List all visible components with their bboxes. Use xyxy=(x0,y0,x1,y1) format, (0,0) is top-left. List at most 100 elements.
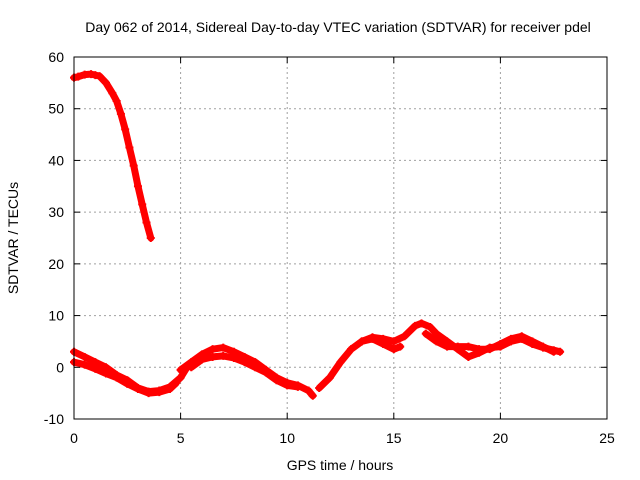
data-point xyxy=(74,72,83,81)
data-point xyxy=(443,342,452,351)
data-point xyxy=(91,364,100,373)
data-point xyxy=(121,125,130,134)
data-point xyxy=(197,355,206,364)
data-point xyxy=(272,376,281,385)
series-track xyxy=(70,358,181,398)
data-point xyxy=(142,218,151,227)
data-point xyxy=(101,78,110,87)
data-point xyxy=(283,381,292,390)
data-point xyxy=(91,71,100,80)
data-point xyxy=(379,334,388,343)
data-point xyxy=(417,319,426,328)
x-axis-label: GPS time / hours xyxy=(287,457,394,473)
data-point xyxy=(144,389,153,398)
y-tick-label: 20 xyxy=(48,256,64,272)
y-axis-ticks: -10 0 10 20 30 40 50 60 xyxy=(44,49,607,427)
series-track xyxy=(421,329,558,356)
data-point xyxy=(91,358,100,367)
data-point xyxy=(172,378,181,387)
series-line xyxy=(315,335,404,392)
series-line xyxy=(70,70,155,242)
data-point xyxy=(208,352,217,361)
data-point xyxy=(261,368,270,377)
data-point xyxy=(357,337,366,346)
y-tick-label: 50 xyxy=(48,101,64,117)
data-point xyxy=(80,352,89,361)
data-point xyxy=(165,385,174,394)
x-tick-label: 25 xyxy=(599,430,615,446)
chart-title: Day 062 of 2014, Sidereal Day-to-day VTE… xyxy=(85,19,591,35)
y-tick-label: 60 xyxy=(48,49,64,65)
data-point xyxy=(240,358,249,367)
x-tick-label: 0 xyxy=(70,430,78,446)
data-point xyxy=(325,373,334,382)
series-track xyxy=(176,343,317,400)
data-point xyxy=(251,363,260,372)
data-point xyxy=(133,182,142,191)
x-axis-ticks: 0 5 10 15 20 25 xyxy=(70,57,615,446)
data-point xyxy=(411,321,420,330)
x-tick-label: 20 xyxy=(493,430,509,446)
data-point xyxy=(176,373,185,382)
data-series xyxy=(70,70,565,400)
y-tick-label: 40 xyxy=(48,152,64,168)
data-point xyxy=(426,322,435,331)
y-axis-label: SDTVAR / TECUs xyxy=(5,182,21,294)
data-point xyxy=(229,353,238,362)
data-point xyxy=(219,351,228,360)
data-point xyxy=(549,347,558,356)
data-point xyxy=(304,386,313,395)
data-point xyxy=(315,383,324,392)
data-point xyxy=(108,89,117,98)
data-point xyxy=(539,342,548,351)
data-point xyxy=(116,109,125,118)
plot-frame xyxy=(73,56,608,420)
data-point xyxy=(485,345,494,354)
data-point xyxy=(112,373,121,382)
y-tick-label: -10 xyxy=(44,411,64,427)
y-tick-label: 30 xyxy=(48,204,64,220)
data-point xyxy=(176,365,185,374)
data-point xyxy=(389,337,398,346)
data-point xyxy=(421,329,430,338)
data-point xyxy=(368,333,377,342)
x-tick-label: 5 xyxy=(177,430,185,446)
data-point xyxy=(133,385,142,394)
x-tick-label: 15 xyxy=(386,430,402,446)
data-point xyxy=(400,332,409,341)
data-point xyxy=(293,382,302,391)
y-tick-label: 10 xyxy=(48,308,64,324)
data-point xyxy=(138,200,147,209)
data-point xyxy=(464,352,473,361)
data-point xyxy=(432,337,441,346)
data-point xyxy=(347,345,356,354)
series-track xyxy=(70,70,155,242)
data-point xyxy=(396,342,405,351)
data-point xyxy=(95,72,104,81)
data-point xyxy=(129,161,138,170)
data-point xyxy=(112,96,121,105)
data-point xyxy=(146,234,155,242)
data-point xyxy=(336,358,345,367)
data-point xyxy=(123,379,132,388)
data-point xyxy=(496,340,505,349)
data-point xyxy=(208,345,217,354)
data-point xyxy=(155,388,164,397)
series-track xyxy=(187,351,302,391)
data-point xyxy=(87,70,96,79)
data-point xyxy=(101,369,110,378)
x-tick-label: 10 xyxy=(279,430,295,446)
data-point xyxy=(453,342,462,351)
data-point xyxy=(308,391,317,400)
y-tick-label: 0 xyxy=(56,359,64,375)
data-point xyxy=(528,337,537,346)
data-point xyxy=(475,345,484,354)
data-point xyxy=(125,143,134,152)
data-point xyxy=(219,343,228,352)
data-point xyxy=(187,363,196,372)
data-point xyxy=(432,329,441,338)
data-point xyxy=(464,342,473,351)
data-point xyxy=(507,334,516,343)
data-point xyxy=(80,360,89,369)
